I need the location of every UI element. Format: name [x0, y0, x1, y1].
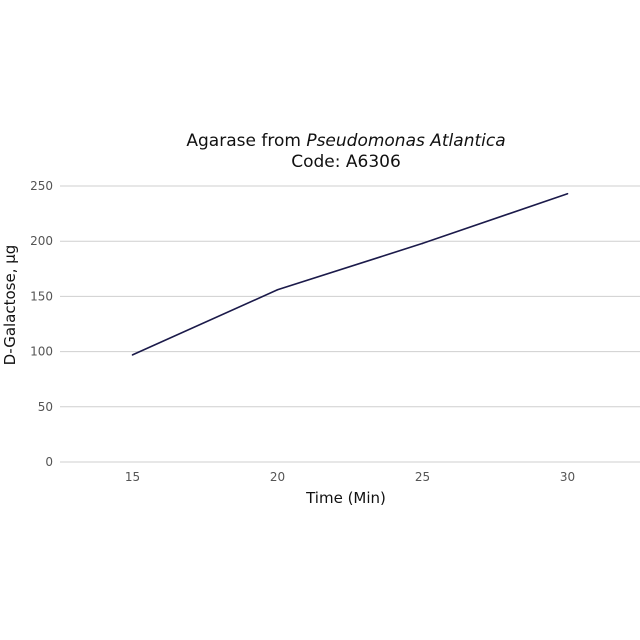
x-axis-ticks: 15 20 25 30	[125, 470, 575, 484]
series-line-0	[132, 192, 568, 356]
x-tick-label: 30	[560, 470, 575, 484]
y-tick-label: 0	[45, 455, 53, 469]
x-axis-label: Time (Min)	[305, 489, 386, 507]
chart-title-line2: Code: A6306	[291, 152, 401, 172]
chart-title-italic: Pseudomonas Atlantica	[306, 131, 505, 151]
y-axis-ticks: 0 50 100 150 200 250	[30, 179, 53, 469]
y-tick-label: 150	[30, 289, 53, 303]
y-tick-label: 250	[30, 179, 53, 193]
chart-title-prefix: Agarase from	[186, 131, 306, 151]
data-point	[421, 242, 424, 245]
data-point	[566, 192, 569, 195]
data-point	[131, 354, 134, 356]
x-tick-label: 25	[415, 470, 430, 484]
gridlines	[60, 185, 640, 463]
y-tick-label: 100	[30, 345, 53, 359]
y-tick-label: 50	[38, 400, 53, 414]
y-tick-label: 200	[30, 234, 53, 248]
y-axis-label: D-Galactose, µg	[1, 245, 19, 366]
data-point	[276, 288, 279, 291]
chart-title-line1: Agarase from Pseudomonas Atlantica	[186, 131, 505, 151]
x-tick-label: 15	[125, 470, 140, 484]
series-layer	[131, 192, 569, 356]
x-tick-label: 20	[270, 470, 285, 484]
